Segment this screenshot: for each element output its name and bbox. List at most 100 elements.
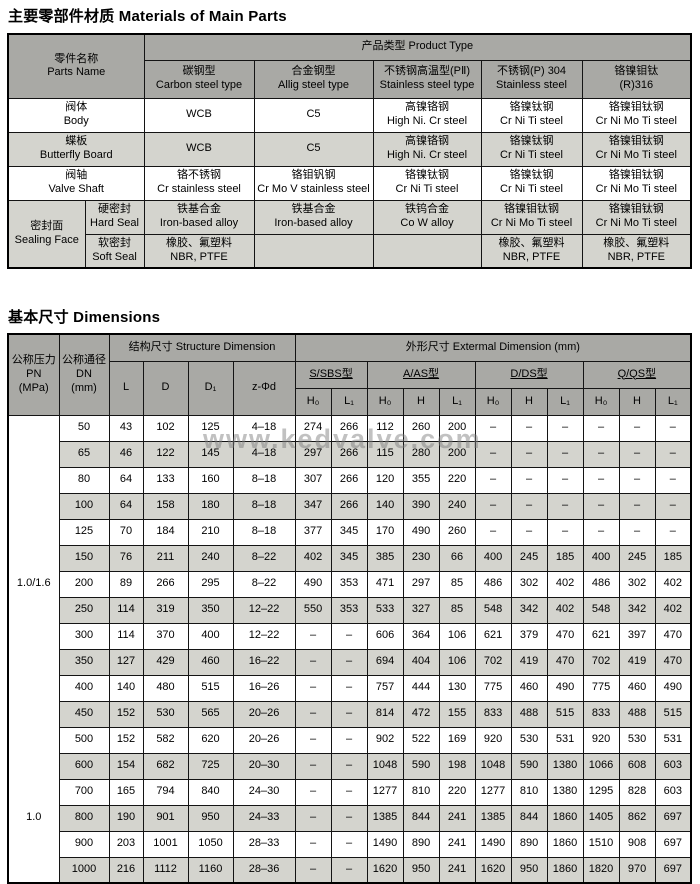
zphid-cell: 24–30 <box>232 778 296 806</box>
dimension-value-cell: 1380 <box>546 752 584 780</box>
dimension-value-cell: 400 <box>582 544 620 572</box>
dimension-value-cell: – <box>330 648 368 676</box>
d1-cell: 725 <box>187 752 234 780</box>
dimension-value-cell: 260 <box>402 414 440 442</box>
material-cell: 铬镍钛钢 Cr Ni Ti steel <box>480 97 583 133</box>
type-header-stainless-304: 不锈钢(P) 304 Stainless steel <box>480 59 583 99</box>
dimensions-row: 1.0 600 154 682 725 20–30– –1048 590 198 1048 590 1… <box>7 752 692 884</box>
dimensions-row: 300 114 370 400 12–22– –606 364 106 621 379 470 621… <box>8 622 692 650</box>
dimension-value-cell: 302 <box>618 570 656 598</box>
dn-cell: 300 <box>58 622 110 650</box>
dimension-value-cell: 590 <box>402 752 440 780</box>
dimension-value-cell: – <box>546 492 584 520</box>
dimension-value-cell: – <box>330 856 368 884</box>
dimension-value-cell: 530 <box>510 726 548 754</box>
d-cell: 530 <box>142 700 189 728</box>
d1-cell: 160 <box>187 466 234 494</box>
dimensions-row: 400 140 480 515 16–26– –757 444 130 775 460 490 775… <box>8 674 692 702</box>
dn-cell: 900 <box>58 830 110 858</box>
d-cell: 1112 <box>142 856 189 884</box>
dimension-value-cell: 890 <box>510 830 548 858</box>
dimension-value-cell: – <box>330 622 368 650</box>
dimension-value-cell: 170 <box>366 518 404 546</box>
dimension-value-cell: 814 <box>366 700 404 728</box>
d1-cell: 295 <box>187 570 234 598</box>
dn-cell: 1000 <box>58 856 110 884</box>
dimension-value-cell: 419 <box>510 648 548 676</box>
dimension-value-cell: 488 <box>618 700 656 728</box>
materials-row: 阀轴 Valve Shaft 铬不锈钢 Cr stainless steel 铬钼钒… <box>7 165 692 201</box>
d1-cell: 460 <box>187 648 234 676</box>
group-header-ds: D/DS型 <box>474 360 584 389</box>
dimension-value-cell: – <box>510 518 548 546</box>
dimension-value-cell: 533 <box>366 596 404 624</box>
dimension-value-cell: 140 <box>366 492 404 520</box>
dimension-value-cell: 472 <box>402 700 440 728</box>
material-cell: 铁钨合金 Co W alloy <box>372 199 482 235</box>
dimension-value-cell: 266 <box>330 440 368 468</box>
materials-row: 蝶板 Butterfly Board WCB C5 高镍铬钢 High Ni. Cr … <box>7 131 692 167</box>
dimension-value-cell: 1620 <box>474 856 512 884</box>
dimension-value-cell: 531 <box>654 726 692 754</box>
dimension-value-cell: – <box>582 414 620 442</box>
type-header-r316: 铬镍钼钛 (R)316 <box>581 59 692 99</box>
dimension-value-cell: 1620 <box>366 856 404 884</box>
dimension-value-cell: 950 <box>510 856 548 884</box>
group-header-qs: Q/QS型 <box>582 360 692 389</box>
dimension-value-cell: 490 <box>546 674 584 702</box>
d1-cell: 950 <box>187 804 234 832</box>
subcol-qs-h0: H₀ <box>582 387 620 416</box>
dimension-value-cell: 1860 <box>546 856 584 884</box>
dimension-value-cell: – <box>294 856 332 884</box>
dimension-value-cell: – <box>546 466 584 494</box>
col-header-zphid: z-Φd <box>232 360 296 416</box>
zphid-cell: 4–18 <box>232 440 296 468</box>
dimension-value-cell: 169 <box>438 726 476 754</box>
dimension-value-cell: 266 <box>330 414 368 442</box>
dimension-value-cell: 397 <box>618 622 656 650</box>
dimensions-table: 公称压力 PN (MPa) 公称通径 DN (mm) 结构尺寸 Structur… <box>7 333 693 884</box>
dimension-value-cell: 522 <box>402 726 440 754</box>
dimension-value-cell: 490 <box>654 674 692 702</box>
dimension-value-cell: 702 <box>582 648 620 676</box>
dimension-value-cell: 890 <box>402 830 440 858</box>
dimension-value-cell: 385 <box>366 544 404 572</box>
dn-cell: 125 <box>58 518 110 546</box>
dimension-value-cell: 697 <box>654 830 692 858</box>
dimension-value-cell: – <box>294 830 332 858</box>
dimension-value-cell: 342 <box>510 596 548 624</box>
dimension-value-cell: 241 <box>438 830 476 858</box>
l-cell: 152 <box>108 726 144 754</box>
l-cell: 64 <box>108 492 144 520</box>
dimension-value-cell: 1490 <box>366 830 404 858</box>
dimension-value-cell: 274 <box>294 414 332 442</box>
dimension-value-cell: – <box>474 518 512 546</box>
material-cell <box>372 233 482 269</box>
d1-cell: 125 <box>187 414 234 442</box>
dimension-value-cell: 920 <box>582 726 620 754</box>
dimension-value-cell: 603 <box>654 778 692 806</box>
d-cell: 133 <box>142 466 189 494</box>
dimension-value-cell: 950 <box>402 856 440 884</box>
dimension-value-cell: – <box>582 518 620 546</box>
dimension-value-cell: 112 <box>366 414 404 442</box>
dimension-value-cell: 920 <box>474 726 512 754</box>
dimension-value-cell: 902 <box>366 726 404 754</box>
d-cell: 122 <box>142 440 189 468</box>
dimension-value-cell: 471 <box>366 570 404 598</box>
pn-value-cell: 1.0/1.6 <box>7 414 60 753</box>
dimension-value-cell: 775 <box>474 674 512 702</box>
d1-cell: 565 <box>187 700 234 728</box>
material-cell: 高镍铬钢 High Ni. Cr steel <box>372 131 482 167</box>
dimension-value-cell: 470 <box>654 622 692 650</box>
d1-cell: 210 <box>187 518 234 546</box>
dimension-value-cell: – <box>294 778 332 806</box>
dimension-value-cell: 85 <box>438 570 476 598</box>
dimension-value-cell: 266 <box>330 466 368 494</box>
dimension-value-cell: – <box>294 752 332 780</box>
dimension-value-cell: 345 <box>330 544 368 572</box>
d1-cell: 400 <box>187 622 234 650</box>
dimension-value-cell: 757 <box>366 674 404 702</box>
l-cell: 64 <box>108 466 144 494</box>
zphid-cell: 28–36 <box>232 856 296 884</box>
